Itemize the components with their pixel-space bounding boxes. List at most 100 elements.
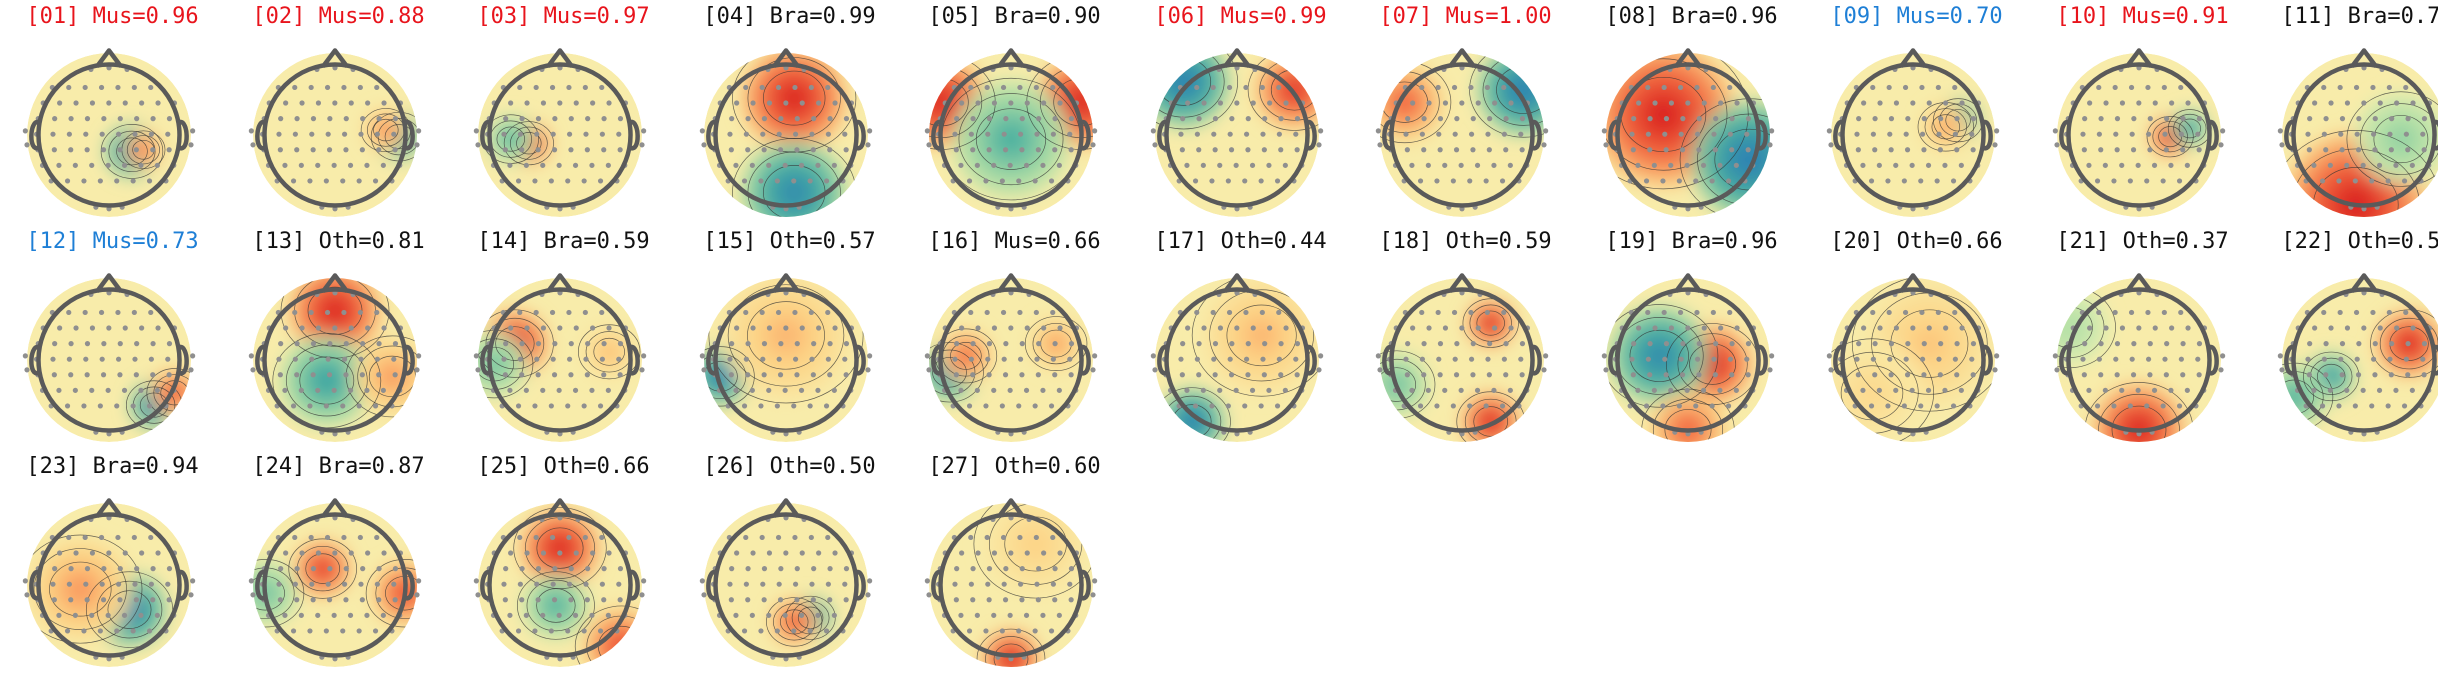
electrode-dot [1068,147,1074,153]
electrode-dot [1023,387,1030,393]
electrode-dot [985,356,991,362]
electrode-dot [2376,162,2383,168]
electrode-dot [794,116,800,122]
electrode-dot [984,534,990,541]
electrode-dot [1828,367,1834,373]
electrode-dot [1888,372,1894,378]
contour-line [536,527,584,569]
electrode-dot [1283,100,1289,106]
electrode-dot [808,534,814,541]
topomap-panel: [15] Oth=0.57 [677,227,902,452]
component-label: [11] Bra=0.77 [2255,2,2438,36]
electrode-dot [1200,387,1206,393]
electrode-dot [1952,84,1958,91]
electrode-dot [1262,341,1268,347]
electrode-dot [154,612,160,618]
electrode-dot [616,131,622,137]
electrode-dot [1192,403,1199,409]
electrode-dot [825,356,831,362]
electrode-dot [81,628,87,634]
electrode-dot [309,581,315,587]
electrode-dot [1727,356,1733,362]
electrode-dot [597,403,604,409]
electrode-dot [807,628,813,634]
electrode-dot [105,387,111,393]
contour-line [708,278,864,404]
contour-line [2098,393,2180,442]
component-label: [06] Mus=0.99 [1128,2,1353,36]
electrode-dot [1032,628,1038,634]
electrode-dot [1262,116,1268,122]
electrode-dot [1994,128,2000,134]
electrode-dot [1663,147,1669,153]
electrode-dot [190,353,196,359]
electrode-dot [1377,367,1383,373]
electrode-dot [568,116,574,122]
electrode-dot [825,581,831,587]
contour-line [1851,278,1995,412]
electrode-dot [745,147,751,153]
electrode-dot [1434,403,1440,409]
electrode-dot [358,581,364,587]
electrode-dot [1678,356,1684,362]
electrode-dot [954,341,960,347]
electrode-dot [282,612,288,618]
electrode-dot [782,387,788,393]
contour-line [1664,409,1712,442]
contour-line [305,553,341,584]
electrode-dot [1274,403,1281,409]
electrode-dot [150,597,156,603]
electrode-dot [98,84,105,91]
electrode-dot [1668,387,1674,393]
electrode-dot [148,356,154,362]
component-id: [25] [477,454,531,479]
electrode-dot [986,372,992,378]
electrode-dot [776,131,782,137]
electrode-dot [1435,84,1441,91]
electrode-dot [2086,162,2092,168]
electrode-dot [1629,131,1635,137]
electrode-dot [1375,353,1381,359]
electrode-dot [831,612,837,618]
contour-line [365,559,417,628]
electrode-dot [2421,341,2428,347]
electrode-dot [1767,367,1773,373]
electrode-dot [745,341,751,347]
electrode-dot [134,341,140,347]
electrode-dot [166,597,172,603]
electrode-dot [517,131,523,137]
electrode-dot [250,142,256,148]
electrode-dot [589,387,595,393]
electrode-dot [508,550,514,556]
electrode-dot [89,325,96,331]
electrode-dot [799,550,805,556]
electrode-dot [1002,147,1009,153]
electrode-dot [823,178,830,184]
electrode-dot [347,387,354,393]
electrode-dot [999,628,1005,634]
electrode-dot [1410,100,1416,106]
electrode-dot [2114,147,2120,153]
electrode-dot [391,581,397,587]
contour-line [495,326,535,361]
contour-line [285,344,368,417]
electrode-dot [1040,612,1046,618]
electrode-dot [501,581,507,587]
component-label: [02] Mus=0.88 [226,2,451,36]
electrode-dot [601,147,607,153]
electrode-dot [1419,84,1425,91]
electrode-dot [552,566,558,572]
electrode-dot [327,341,333,347]
electrode-dot [1519,147,1525,153]
electrode-dot [1442,100,1449,106]
electrode-dot [1276,356,1282,362]
electrode-dot [2098,372,2104,378]
topomap-panel: [04] Bra=0.99 [677,2,902,227]
contour-line [973,503,1093,599]
electrode-dot [56,612,62,618]
electrode-dot [2164,341,2170,347]
electrode-dot [2176,178,2183,184]
electrode-dot [1405,116,1411,122]
electrode-dot [1870,309,1876,316]
electrode-dot [1442,387,1448,393]
